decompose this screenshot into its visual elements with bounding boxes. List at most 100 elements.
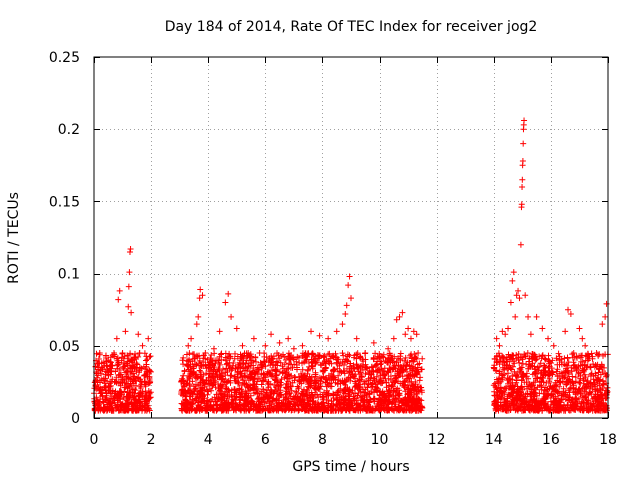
y-tick-label: 0.1	[58, 267, 80, 283]
data-point	[290, 345, 297, 352]
data-point	[527, 331, 534, 338]
data-point	[250, 335, 257, 342]
data-point	[602, 313, 609, 320]
x-axis-label: GPS time / hours	[292, 459, 409, 475]
data-point	[493, 335, 500, 342]
data-point	[233, 325, 240, 332]
data-point	[519, 183, 526, 190]
data-point	[256, 350, 263, 357]
data-point	[316, 332, 323, 339]
data-point	[99, 393, 106, 400]
data-point	[125, 303, 132, 310]
data-point	[393, 316, 400, 323]
data-point	[550, 342, 557, 349]
plot-frame	[93, 56, 609, 419]
data-point	[127, 246, 134, 253]
data-point	[106, 400, 113, 407]
data-point	[396, 313, 403, 320]
data-point	[385, 345, 392, 352]
data-point	[518, 201, 525, 208]
data-point	[245, 350, 252, 357]
y-axis-label: ROTI / TECUs	[6, 192, 22, 284]
data-point	[95, 364, 102, 371]
background-noise-layer	[91, 350, 611, 414]
data-point	[188, 335, 195, 342]
data-point	[345, 282, 352, 289]
data-point	[179, 357, 186, 364]
data-point	[390, 335, 397, 342]
data-point	[567, 311, 574, 318]
x-tick-label: 8	[318, 432, 327, 448]
data-point	[145, 335, 152, 342]
data-point	[205, 364, 212, 371]
data-point	[108, 378, 115, 385]
data-point	[539, 325, 546, 332]
data-point	[268, 331, 275, 338]
data-point	[122, 328, 129, 335]
data-point	[199, 292, 206, 299]
data-point	[119, 350, 126, 357]
data-point	[96, 350, 103, 357]
x-tick-label: 14	[485, 432, 503, 448]
data-point	[125, 283, 132, 290]
data-point	[339, 321, 346, 328]
data-point	[222, 299, 229, 306]
data-point	[410, 328, 417, 335]
roti-dense-band	[91, 350, 611, 414]
data-point	[603, 300, 610, 307]
data-point	[405, 325, 412, 332]
data-point	[587, 364, 594, 371]
data-point	[276, 339, 283, 346]
y-tick-label: 0.05	[49, 339, 80, 355]
x-tick-label: 6	[261, 432, 270, 448]
chart-title: Day 184 of 2014, Rate Of TEC Index for r…	[165, 19, 538, 35]
data-point	[113, 335, 120, 342]
y-tick-label: 0	[71, 411, 80, 427]
data-point	[509, 277, 516, 284]
data-point	[182, 397, 189, 404]
data-point	[505, 325, 512, 332]
data-point	[533, 313, 540, 320]
data-point	[110, 350, 117, 357]
data-point	[193, 321, 200, 328]
x-tick-label: 18	[599, 432, 617, 448]
data-point	[376, 354, 383, 361]
data-point	[93, 386, 100, 393]
data-point	[118, 371, 125, 378]
data-point	[499, 328, 506, 335]
data-point	[116, 287, 123, 294]
data-point	[519, 157, 526, 164]
data-point	[92, 407, 99, 414]
data-point	[582, 342, 589, 349]
data-point	[196, 295, 203, 302]
x-tick-label: 10	[371, 432, 389, 448]
data-point	[353, 335, 360, 342]
data-point	[515, 287, 522, 294]
data-point	[195, 313, 202, 320]
data-point	[308, 328, 315, 335]
data-point	[599, 321, 606, 328]
data-point	[510, 269, 517, 276]
data-point	[136, 350, 143, 357]
data-point	[496, 342, 503, 349]
data-point	[415, 350, 422, 357]
data-point	[579, 335, 586, 342]
ticks-layer: 0 2 4 6 8 10 12 14 16 18 0 0.05 0.1 0.15 0.2 0.25	[49, 50, 617, 448]
data-point	[362, 350, 369, 357]
data-point	[370, 339, 377, 346]
data-point	[285, 335, 292, 342]
data-points-layer	[92, 117, 610, 414]
x-tick-label: 12	[428, 432, 446, 448]
data-point	[342, 311, 349, 318]
data-point	[513, 292, 520, 299]
data-point	[343, 302, 350, 309]
data-point	[139, 342, 146, 349]
y-tick-label: 0.15	[49, 194, 80, 210]
x-tick-label: 16	[542, 432, 560, 448]
data-point	[516, 295, 523, 302]
data-point	[102, 371, 109, 378]
y-tick-label: 0.25	[49, 50, 80, 66]
data-point	[325, 335, 332, 342]
data-point	[576, 325, 583, 332]
